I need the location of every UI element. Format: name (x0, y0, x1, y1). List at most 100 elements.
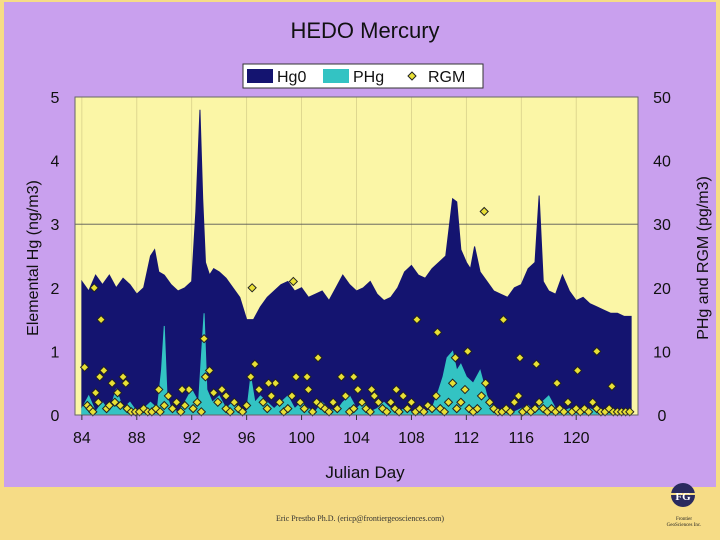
rgm-point (291, 372, 301, 382)
rgm-point (332, 403, 342, 414)
hg0-series (81, 109, 632, 416)
rgm-point (365, 407, 375, 417)
right-tick-label: 30 (653, 217, 671, 234)
rgm-point (439, 407, 450, 417)
phg-area (81, 313, 632, 416)
rgm-point (307, 407, 318, 417)
rgm-point (552, 378, 562, 388)
rgm-point (472, 403, 483, 414)
rgm-point (177, 384, 187, 395)
rgm-point (88, 407, 98, 417)
rgm-point (349, 403, 359, 414)
rgm-point (263, 378, 274, 388)
rgm-point (394, 407, 404, 417)
rgm-point (505, 407, 516, 417)
rgm-point (559, 407, 569, 417)
rgm-point (274, 397, 285, 407)
rgm-point (93, 397, 104, 407)
left-tick-label: 3 (51, 217, 60, 234)
rgm-point (217, 384, 227, 395)
rgm-point (121, 378, 131, 388)
rgm-point (515, 353, 525, 363)
rgm-point (112, 388, 123, 398)
rgm-point (262, 403, 272, 414)
rgm-point (443, 397, 454, 407)
rgm-point (241, 400, 252, 411)
rgm-point (159, 400, 169, 411)
rgm-point (192, 397, 202, 407)
rgm-point (118, 372, 128, 382)
rgm-point (480, 378, 491, 388)
rgm-point (531, 359, 542, 369)
rgm-point (213, 397, 223, 407)
rgm-point (328, 397, 338, 407)
rgm-point (452, 403, 462, 414)
rgm-point (247, 283, 257, 293)
right-tick-label: 20 (653, 281, 671, 298)
left-tick-label: 1 (51, 344, 60, 361)
rgm-point (592, 346, 602, 357)
hg0-area (81, 109, 632, 416)
x-tick-label: 112 (454, 430, 480, 447)
logo-subname: GeoSciences Inc. (666, 523, 702, 528)
logo-name: Frontier (675, 517, 693, 522)
rgm-point (288, 276, 299, 287)
left-tick-label: 5 (51, 90, 60, 107)
rgm-point (283, 403, 293, 414)
rgm-point (476, 391, 487, 401)
x-axis-label: Julian Day (325, 463, 405, 482)
rgm-series (79, 206, 635, 417)
rgm-point (340, 391, 351, 401)
rgm-point (188, 403, 198, 414)
right-tick-label: 50 (653, 90, 671, 107)
rgm-point (431, 391, 441, 401)
rgm-point (237, 407, 248, 417)
rgm-point (96, 314, 106, 325)
rgm-point (250, 359, 260, 369)
rgm-point (427, 403, 437, 414)
rgm-point (498, 314, 509, 325)
x-tick-label: 84 (73, 430, 91, 447)
rgm-point (607, 381, 617, 392)
left-tick-label: 0 (51, 408, 60, 425)
rgm-point (163, 391, 174, 401)
right-tick-label: 10 (653, 344, 671, 361)
rgm-point (366, 384, 377, 395)
x-tick-label: 104 (343, 430, 370, 447)
rgm-point (299, 403, 310, 414)
rgm-point (184, 384, 194, 395)
rgm-point (95, 372, 105, 382)
rgm-point (79, 362, 90, 373)
rgm-point (246, 372, 256, 382)
rgm-point (349, 372, 359, 382)
left-tick-label: 2 (51, 281, 60, 298)
rgm-point (270, 378, 281, 388)
left-axis-label: Elemental Hg (ng/m3) (25, 180, 42, 336)
rgm-point (295, 397, 305, 407)
rgm-point (107, 378, 117, 388)
rgm-point (229, 397, 239, 407)
legend-box (242, 63, 484, 89)
legend-swatch-hg0 (247, 69, 273, 83)
rgm-point (155, 407, 165, 417)
rgm-point (398, 391, 408, 401)
right-axis-label: PHg and RGM (pg/m3) (695, 176, 712, 340)
rgm-point (313, 353, 323, 363)
left-tick-label: 4 (51, 154, 60, 171)
rgm-point (572, 365, 583, 376)
logo-mark: FG (675, 491, 691, 503)
rgm-point (176, 407, 186, 417)
rgm-point (254, 384, 264, 395)
rgm-point (463, 346, 473, 357)
x-tick-label: 100 (288, 430, 315, 447)
rgm-point (115, 400, 126, 411)
x-tick-label: 108 (398, 430, 425, 447)
rgm-point (154, 384, 164, 395)
rgm-point (534, 397, 544, 407)
rgm-point (432, 327, 443, 338)
author-credit: Eric Prestbo Ph.D. (ericp@frontiergeosci… (275, 514, 445, 523)
rgm-point (89, 283, 99, 293)
rgm-point (447, 378, 458, 388)
legend-label-rgm: RGM (428, 69, 465, 86)
